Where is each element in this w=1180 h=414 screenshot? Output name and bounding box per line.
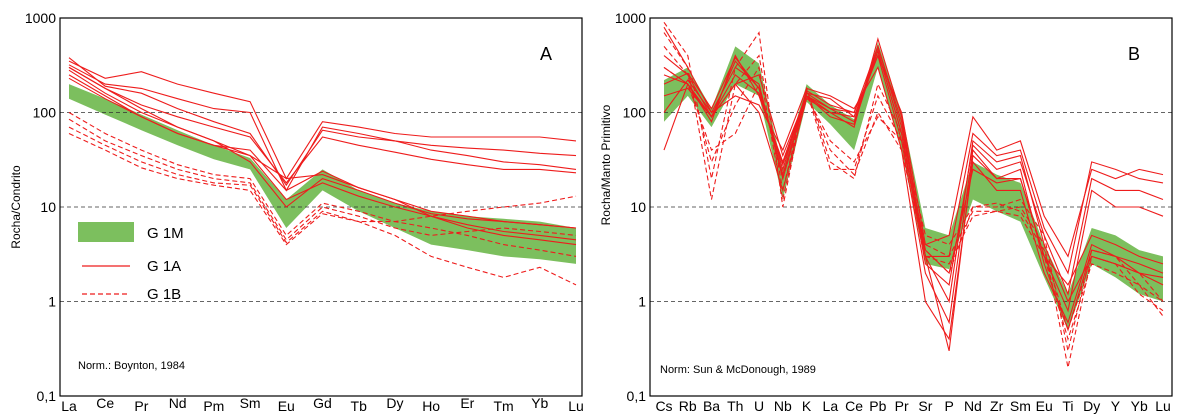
x-tick-label: Nd <box>169 395 187 411</box>
x-tick-label: Lu <box>1155 398 1171 414</box>
panel-label-a: A <box>540 44 552 64</box>
y-tick-label: 10 <box>40 199 56 215</box>
normalization-note-a: Norm.: Boynton, 1984 <box>78 360 185 372</box>
x-tick-label: Pm <box>203 398 224 414</box>
x-tick-label: Pr <box>895 398 909 414</box>
x-tick-label: Zr <box>990 398 1004 414</box>
y-tick-label: 10 <box>630 199 646 215</box>
x-tick-label: Ho <box>422 398 440 414</box>
series-line-g1a <box>68 64 577 192</box>
series-line-g1a <box>663 49 1164 296</box>
y-tick-label: 100 <box>623 105 647 121</box>
x-tick-label: Cs <box>655 398 672 414</box>
x-tick-label: Tb <box>351 398 368 414</box>
x-tick-label: Sm <box>240 395 261 411</box>
series-line-g1b <box>663 66 1164 332</box>
panel-a: 0,1 1 10 100 1000 La Ce Pr Nd Pm Sm Eu Gd Tb Dy Ho Er Tm… <box>9 10 584 414</box>
series-line-g1a <box>68 60 577 180</box>
x-tick-label: Dy <box>1083 398 1100 414</box>
series-line-g1a <box>68 69 577 229</box>
series-line-g1a <box>68 77 577 246</box>
series-line-g1a <box>68 66 577 229</box>
x-tick-label: Yb <box>531 395 548 411</box>
plot-frame-a <box>59 17 583 397</box>
y-tick-label: 0,1 <box>37 388 57 404</box>
normalization-note-b: Norm: Sun & McDonough, 1989 <box>660 364 816 376</box>
series-line-g1a <box>68 74 577 241</box>
x-tick-label: Yb <box>1131 398 1148 414</box>
x-tick-label: P <box>944 398 953 414</box>
series-line-g1b <box>68 126 577 286</box>
x-tick-label: Tm <box>493 398 513 414</box>
y-tick-labels-a: 0,1 1 10 100 1000 <box>25 10 56 404</box>
x-tick-label: Ce <box>96 395 114 411</box>
series-lines-b <box>663 21 1164 368</box>
x-tick-label: U <box>754 398 764 414</box>
x-tick-label: Y <box>1111 398 1121 414</box>
y-tick-label: 0,1 <box>627 388 647 404</box>
x-tick-label: Eu <box>278 398 295 414</box>
gridlines-a <box>60 112 582 302</box>
legend-label-g1m: G 1M <box>147 225 184 242</box>
series-line-g1b <box>68 133 577 246</box>
x-tick-labels-a: La Ce Pr Nd Pm Sm Eu Gd Tb Dy Ho Er Tm Yb Lu <box>61 395 584 414</box>
panel-label-b: B <box>1128 44 1140 64</box>
y-tick-label: 100 <box>33 105 57 121</box>
x-tick-label: Er <box>460 395 474 411</box>
x-tick-label: Rb <box>679 398 697 414</box>
y-tick-labels-b: 0,1 1 10 100 1000 <box>615 10 646 404</box>
x-tick-label: Gd <box>313 395 332 411</box>
x-tick-label: Ba <box>703 398 720 414</box>
x-tick-label: Pb <box>869 398 886 414</box>
legend-label-g1a: G 1A <box>147 258 181 275</box>
series-line-g1a <box>663 53 1164 325</box>
x-tick-label: Eu <box>1036 398 1053 414</box>
plot-frame-b <box>649 17 1173 397</box>
x-tick-label: La <box>61 398 77 414</box>
series-line-g1b <box>68 118 577 241</box>
series-line-g1b <box>68 112 577 257</box>
y-tick-label: 1000 <box>615 10 646 26</box>
g1m-band-a <box>69 84 576 264</box>
x-tick-label: Th <box>727 398 743 414</box>
x-tick-label: Dy <box>386 395 403 411</box>
x-tick-label: Ce <box>845 398 863 414</box>
y-axis-label-a: Rocha/Condrito <box>9 165 23 249</box>
x-tick-label: Ti <box>1062 398 1073 414</box>
series-line-g1a <box>663 66 1164 341</box>
panel-b: 0,1 1 10 100 1000 Cs Rb Ba Th U Nb K La Ce Pb Pr Sr P Nd Z… <box>599 10 1173 414</box>
x-tick-label: Sr <box>918 398 932 414</box>
y-tick-label: 1 <box>48 294 56 310</box>
x-tick-label: Nd <box>964 398 982 414</box>
series-line-g1b <box>663 32 1164 368</box>
x-tick-label: Pr <box>134 398 148 414</box>
y-tick-label: 1000 <box>25 10 56 26</box>
x-tick-label: K <box>802 398 812 414</box>
series-line-g1b <box>663 46 1164 342</box>
y-tick-label: 1 <box>638 294 646 310</box>
series-line-g1a <box>68 57 577 187</box>
y-axis-label-b: Rocha/Manto Primitivo <box>599 104 613 225</box>
legend-swatch-g1m <box>78 222 134 242</box>
x-tick-label: Nb <box>774 398 792 414</box>
legend-a: G 1M G 1A G 1B <box>78 222 184 303</box>
legend-label-g1b: G 1B <box>147 286 181 303</box>
x-tick-label: Sm <box>1010 398 1031 414</box>
g1m-band-area <box>69 84 576 264</box>
x-tick-label: Lu <box>568 398 584 414</box>
series-lines-a <box>68 57 577 286</box>
x-tick-label: La <box>823 398 839 414</box>
series-line-g1a <box>663 44 1164 286</box>
x-tick-labels-b: Cs Rb Ba Th U Nb K La Ce Pb Pr Sr P Nd Zr Sm Eu Ti Dy Y Yb Lu <box>655 398 1170 414</box>
series-line-g1a <box>68 66 577 184</box>
